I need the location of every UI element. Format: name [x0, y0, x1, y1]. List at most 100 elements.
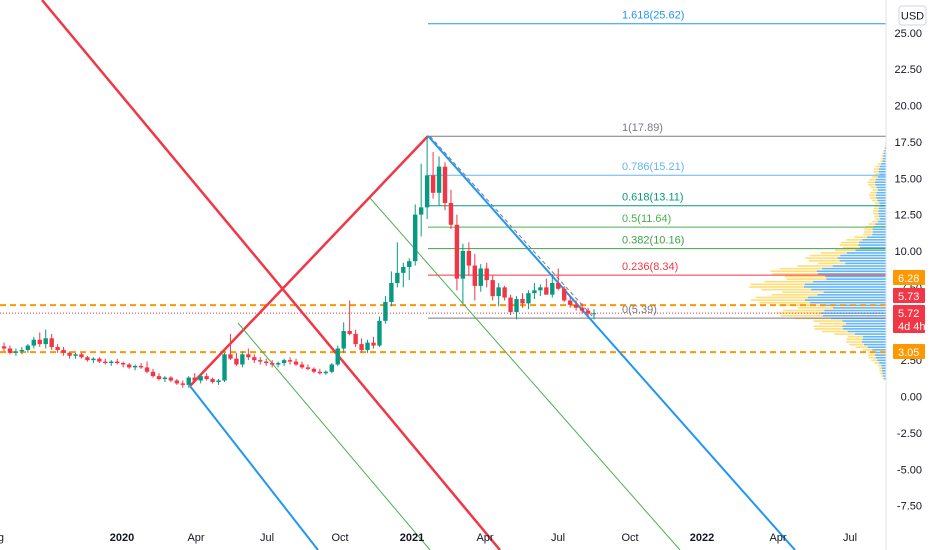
- volume-bar: [867, 236, 886, 239]
- volume-bar: [807, 296, 886, 299]
- volume-bar: [884, 377, 886, 380]
- pitchfork-inner-line: [237, 322, 431, 550]
- candle-body: [323, 371, 329, 374]
- volume-bar: [879, 173, 886, 176]
- candle-body: [252, 357, 257, 361]
- currency-button[interactable]: USD: [898, 5, 927, 26]
- volume-bar: [880, 372, 883, 375]
- candle-body: [353, 333, 358, 345]
- volume-bar: [822, 267, 886, 270]
- volume-bar: [835, 249, 856, 252]
- candle-body: [329, 364, 334, 372]
- volume-bar: [872, 220, 878, 223]
- candle-body: [210, 379, 215, 382]
- volume-bar: [877, 359, 886, 362]
- candle-body: [508, 297, 513, 313]
- volume-bar: [869, 197, 877, 199]
- candle-body: [556, 283, 561, 289]
- volume-bar: [750, 283, 805, 286]
- volume-bar: [872, 233, 886, 236]
- volume-bar: [876, 197, 886, 199]
- volume-bar: [783, 309, 825, 312]
- volume-bar: [880, 160, 883, 163]
- price-tick-label: 10.00: [894, 246, 922, 258]
- volume-bar: [872, 228, 886, 231]
- volume-bar: [837, 257, 886, 259]
- volume-bar: [873, 210, 879, 212]
- candle-body: [73, 354, 78, 356]
- candle-body: [55, 347, 60, 350]
- fib-retracement[interactable]: 1.618(25.62) 1(17.89) 0.786(15.21) 0.618(13…: [428, 10, 888, 319]
- candle-body: [258, 360, 263, 362]
- candle-body: [418, 207, 424, 215]
- candle-body: [573, 304, 579, 308]
- volume-bar: [879, 165, 886, 168]
- currency-label: USD: [901, 11, 924, 23]
- candle-body: [371, 342, 376, 346]
- volume-bar: [869, 178, 876, 181]
- pitchfork-handle: [189, 135, 429, 387]
- candle-body: [275, 363, 281, 365]
- candle-body: [448, 202, 454, 225]
- candle-body: [1, 346, 7, 349]
- volume-bar: [870, 191, 877, 194]
- candle-body: [299, 364, 305, 368]
- time-tick-label: 2020: [110, 532, 134, 544]
- volume-bar: [875, 184, 886, 186]
- price-lines: [0, 304, 886, 354]
- volume-bar: [804, 283, 886, 286]
- price-badge: [893, 344, 925, 359]
- volume-bar: [845, 262, 886, 265]
- volume-bar: [878, 364, 882, 367]
- candle-body: [454, 224, 460, 279]
- candle-body: [496, 287, 501, 297]
- volume-bar: [863, 349, 873, 351]
- time-tick-label: Apr: [476, 532, 493, 544]
- volume-bar: [871, 359, 878, 362]
- price-badge-label: 3.05: [898, 347, 919, 359]
- candle-body: [567, 300, 573, 305]
- price-badge-label: 6.28: [898, 273, 919, 285]
- price-badge: [893, 270, 925, 285]
- volume-bar: [876, 186, 886, 189]
- volume-bar: [812, 280, 886, 283]
- candle-body: [591, 313, 597, 315]
- candle-body: [365, 342, 370, 350]
- volume-bar: [859, 241, 886, 244]
- volume-bar: [846, 239, 863, 241]
- volume-bar: [868, 184, 876, 186]
- candle-body: [436, 166, 442, 193]
- price-tick-label: 12.50: [894, 210, 922, 222]
- volume-bar: [882, 369, 886, 372]
- candle-body: [401, 267, 406, 273]
- volume-bar: [808, 259, 840, 262]
- candle-body: [31, 339, 36, 346]
- volume-bar: [883, 149, 885, 152]
- candle-body: [37, 339, 42, 345]
- candle-body: [317, 371, 323, 374]
- fib-trend-line: [429, 135, 595, 319]
- volume-bar: [881, 157, 884, 160]
- candle-body: [335, 348, 340, 365]
- candle-body: [532, 290, 537, 294]
- volume-bar: [867, 181, 876, 184]
- time-tick-label: Oct: [621, 532, 638, 544]
- volume-bar: [868, 356, 876, 359]
- pitchfork-drawing[interactable]: [41, 0, 796, 550]
- volume-bar: [878, 207, 886, 210]
- candle-body: [264, 361, 269, 364]
- candle-body: [502, 287, 507, 298]
- volume-bar: [873, 170, 879, 173]
- volume-bar: [878, 170, 886, 173]
- candle-body: [43, 338, 48, 345]
- volume-bar: [874, 173, 880, 176]
- candle-body: [341, 331, 346, 349]
- price-badge: [893, 288, 925, 303]
- price-tick-label: -2.50: [897, 428, 922, 440]
- time-axis[interactable]: g 2020 Apr Jul Oct 2021 Apr Jul Oct 2022 Apr Jul: [0, 532, 857, 544]
- volume-bar: [846, 338, 863, 341]
- volume-bar: [873, 212, 879, 215]
- candle-body: [25, 345, 31, 350]
